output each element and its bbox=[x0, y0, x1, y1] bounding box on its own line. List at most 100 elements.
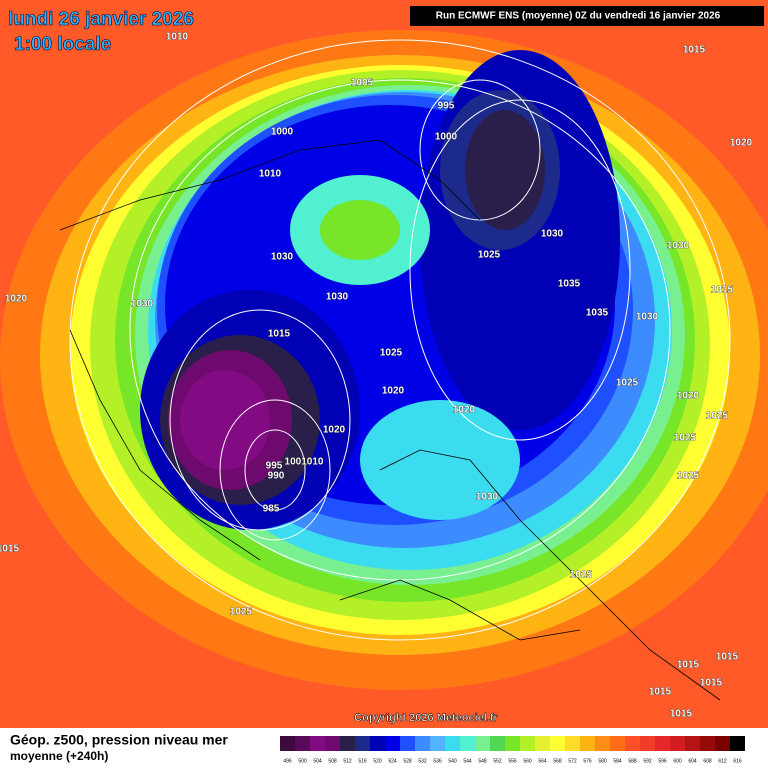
scale-swatch bbox=[310, 736, 325, 751]
scale-swatch bbox=[415, 736, 430, 751]
isobar-label: 1025 bbox=[677, 471, 700, 482]
isobar-label: 1015 bbox=[677, 660, 700, 671]
scale-label: 596 bbox=[658, 758, 667, 764]
isobar-label: 990 bbox=[268, 471, 285, 482]
scale-swatch bbox=[715, 736, 730, 751]
color-scale: 496 500 504 508 512 516 520 524 528 532 536 540 544 5… bbox=[280, 736, 745, 764]
scale-swatch bbox=[445, 736, 460, 751]
isobar-label: 1030 bbox=[326, 292, 349, 303]
scale-label: 528 bbox=[403, 758, 412, 764]
isobar-labels: 1010 1015 1005 995 1000 1000 1020 1010 1030 1030 1… bbox=[0, 31, 753, 720]
isobar-label: 1030 bbox=[476, 492, 499, 503]
isobar-label: 1001010 bbox=[285, 457, 324, 468]
isobar-label: 1035 bbox=[558, 279, 581, 290]
isobar-label: 1015 bbox=[268, 329, 291, 340]
isobar-label: 1020 bbox=[730, 138, 753, 149]
scale-swatch bbox=[655, 736, 670, 751]
isobar-label: 1025 bbox=[380, 348, 403, 359]
scale-label: 560 bbox=[523, 758, 532, 764]
time: 1:00 locale bbox=[14, 34, 111, 55]
scale-label: 592 bbox=[643, 758, 652, 764]
isobar-label: 1035 bbox=[586, 308, 609, 319]
isobar-label: 1025 bbox=[478, 250, 501, 261]
scale-swatch bbox=[520, 736, 535, 751]
scale-swatch bbox=[280, 736, 295, 751]
isobar-label: 1020 bbox=[677, 391, 700, 402]
scale-label: 544 bbox=[463, 758, 472, 764]
scale-label: 600 bbox=[673, 758, 682, 764]
scale-swatch bbox=[505, 736, 520, 751]
scale-swatch bbox=[400, 736, 415, 751]
scale-label: 512 bbox=[343, 758, 352, 764]
scale-label: 604 bbox=[688, 758, 697, 764]
scale-label: 556 bbox=[508, 758, 517, 764]
scale-label: 612 bbox=[718, 758, 727, 764]
copyright: Copyright 2026 Meteociel.fr bbox=[354, 712, 498, 724]
scale-label: 568 bbox=[553, 758, 562, 764]
run-info: Run ECMWF ENS (moyenne) 0Z du vendredi 1… bbox=[436, 11, 721, 22]
legend-title: Géop. z500, pression niveau mer bbox=[10, 732, 228, 748]
scale-swatch bbox=[565, 736, 580, 751]
height-field bbox=[0, 30, 768, 690]
isobar-label: 1010 bbox=[259, 169, 282, 180]
scale-swatch bbox=[490, 736, 505, 751]
scale-label: 532 bbox=[418, 758, 427, 764]
date: lundi 26 janvier 2026 bbox=[8, 9, 194, 30]
scale-label: 580 bbox=[598, 758, 607, 764]
isobar-label: 1030 bbox=[271, 252, 294, 263]
coastlines bbox=[59, 139, 721, 701]
scale-label: 548 bbox=[478, 758, 487, 764]
isobar-label: 1030 bbox=[131, 299, 154, 310]
run-box bbox=[410, 6, 764, 26]
scale-label: 504 bbox=[313, 758, 322, 764]
isobar-label: 1025 bbox=[570, 570, 593, 581]
scale-swatch bbox=[460, 736, 475, 751]
isobar-label: 1015 bbox=[716, 652, 739, 663]
scale-swatch bbox=[625, 736, 640, 751]
isobar-label: 1000 bbox=[271, 127, 294, 138]
scale-label: 508 bbox=[328, 758, 337, 764]
isobar-label: 1030 bbox=[667, 241, 690, 252]
isobar-label: 1020 bbox=[382, 386, 405, 397]
isobar-label: 995 bbox=[438, 101, 455, 112]
isobar-label: 1015 bbox=[700, 678, 723, 689]
scale-swatch bbox=[340, 736, 355, 751]
scale-label: 588 bbox=[628, 758, 637, 764]
scale-label: 584 bbox=[613, 758, 622, 764]
scale-label: 552 bbox=[493, 758, 502, 764]
scale-swatch bbox=[355, 736, 370, 751]
isobar-label: 1005 bbox=[351, 78, 374, 89]
scale-label: 608 bbox=[703, 758, 712, 764]
scale-swatch bbox=[640, 736, 655, 751]
scale-label: 616 bbox=[733, 758, 742, 764]
scale-label: 536 bbox=[433, 758, 442, 764]
scale-swatch bbox=[730, 736, 745, 751]
isobar-label: 995 bbox=[266, 461, 283, 472]
isobar-label: 1020 bbox=[453, 405, 476, 416]
isobar-label: 1025 bbox=[706, 411, 729, 422]
scale-label: 524 bbox=[388, 758, 397, 764]
isobar-label: 1015 bbox=[670, 709, 693, 720]
scale-swatch bbox=[475, 736, 490, 751]
isobar-label: 1030 bbox=[541, 229, 564, 240]
isobar-label: 1015 bbox=[711, 285, 734, 296]
scale-label: 496 bbox=[283, 758, 292, 764]
scale-swatch bbox=[550, 736, 565, 751]
scale-label: 500 bbox=[298, 758, 307, 764]
legend-subtitle: moyenne (+240h) bbox=[10, 749, 108, 763]
scale-swatch bbox=[700, 736, 715, 751]
scale-swatch bbox=[685, 736, 700, 751]
isobar-label: 1015 bbox=[0, 544, 20, 555]
scale-swatch bbox=[430, 736, 445, 751]
scale-swatch bbox=[295, 736, 310, 751]
scale-swatch bbox=[370, 736, 385, 751]
scale-label: 520 bbox=[373, 758, 382, 764]
isobar-label: 1020 bbox=[323, 425, 346, 436]
isobar-label: 1025 bbox=[674, 433, 697, 444]
isobar-label: 1000 bbox=[435, 132, 458, 143]
isobar-label: 1030 bbox=[636, 312, 659, 323]
isobar-label: 1010 bbox=[166, 32, 189, 43]
scale-swatch bbox=[385, 736, 400, 751]
